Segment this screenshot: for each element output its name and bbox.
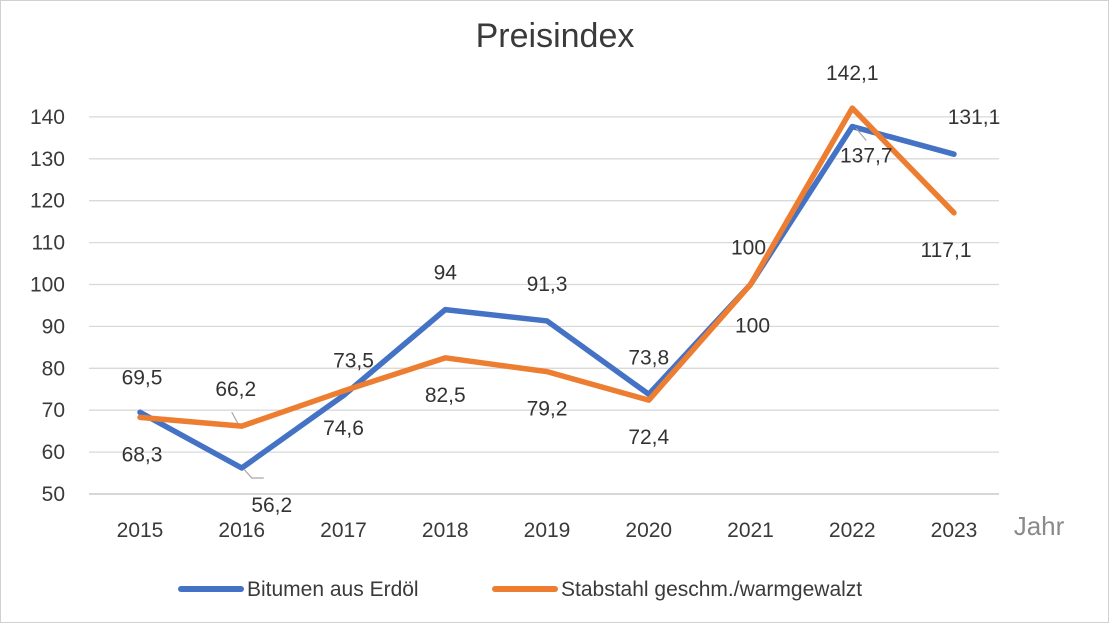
x-axis-ticks: 2015 2016 2017 2018 2019 2020 2021 2022 2023: [117, 519, 978, 542]
x-tick-label: 2017: [320, 519, 367, 542]
x-tick-label: 2021: [727, 519, 774, 542]
label-leader-lines: [231, 128, 867, 479]
legend: Bitumen aus Erdöl Stabstahl geschm./warmg…: [178, 578, 862, 601]
leader-line: [231, 411, 239, 424]
bitumen-data-label: 73,8: [628, 346, 669, 369]
x-tick-label: 2016: [218, 519, 265, 542]
bitumen-data-label: 69,5: [122, 366, 163, 389]
series-line-stabstahl: [137, 105, 957, 429]
stabstahl-data-label: 72,4: [628, 426, 669, 449]
bitumen-data-label: 91,3: [527, 273, 568, 296]
x-tick-label: 2022: [829, 519, 876, 542]
stabstahl-data-label: 68,3: [122, 443, 163, 466]
y-tick-label: 80: [42, 357, 65, 380]
x-tick-label: 2018: [422, 519, 469, 542]
stabstahl-data-label: 74,6: [323, 417, 364, 440]
y-tick-label: 120: [30, 190, 65, 213]
y-tick-label: 140: [30, 106, 65, 129]
stabstahl-data-label: 82,5: [425, 384, 466, 407]
stabstahl-data-label: 142,1: [826, 62, 879, 85]
y-tick-label: 60: [42, 441, 65, 464]
leader-line: [855, 128, 867, 141]
bitumen-data-label: 73,5: [333, 350, 374, 373]
stabstahl-data-label: 117,1: [921, 239, 972, 262]
leader-line: [243, 468, 264, 479]
stabstahl-data-label: 100: [735, 315, 770, 338]
y-tick-label: 110: [32, 232, 65, 255]
gridlines: [89, 116, 999, 495]
y-tick-label: 90: [42, 315, 65, 338]
x-tick-label: 2023: [931, 519, 978, 542]
x-tick-label: 2019: [524, 519, 571, 542]
chart-title: Preisindex: [476, 17, 635, 55]
bitumen-data-label: 94: [434, 262, 458, 285]
bitumen-data-label: 100: [731, 237, 766, 260]
data-labels: 69,5 56,2 73,5 94 91,3 73,8 100 137,7 131,1 68,3 6…: [122, 62, 1001, 517]
y-tick-label: 130: [30, 148, 65, 171]
bitumen-data-label: 131,1: [948, 106, 1001, 129]
x-axis-label: Jahr: [1014, 511, 1065, 541]
series-lines: [137, 105, 957, 471]
series-line-bitumen: [137, 123, 957, 471]
y-tick-label: 100: [30, 274, 65, 297]
bitumen-data-label: 56,2: [251, 494, 292, 517]
y-axis-ticks: 50 60 70 80 90 100 110 120 130 140: [30, 106, 65, 506]
legend-label-bitumen: Bitumen aus Erdöl: [247, 578, 419, 601]
legend-label-stabstahl: Stabstahl geschm./warmgewalzt: [561, 578, 862, 601]
bitumen-data-label: 137,7: [840, 145, 893, 168]
stabstahl-data-label: 66,2: [215, 378, 256, 401]
stabstahl-data-label: 79,2: [527, 398, 568, 421]
x-tick-label: 2020: [625, 519, 672, 542]
y-tick-label: 50: [42, 483, 65, 506]
x-tick-label: 2015: [117, 519, 164, 542]
y-tick-label: 70: [42, 399, 65, 422]
